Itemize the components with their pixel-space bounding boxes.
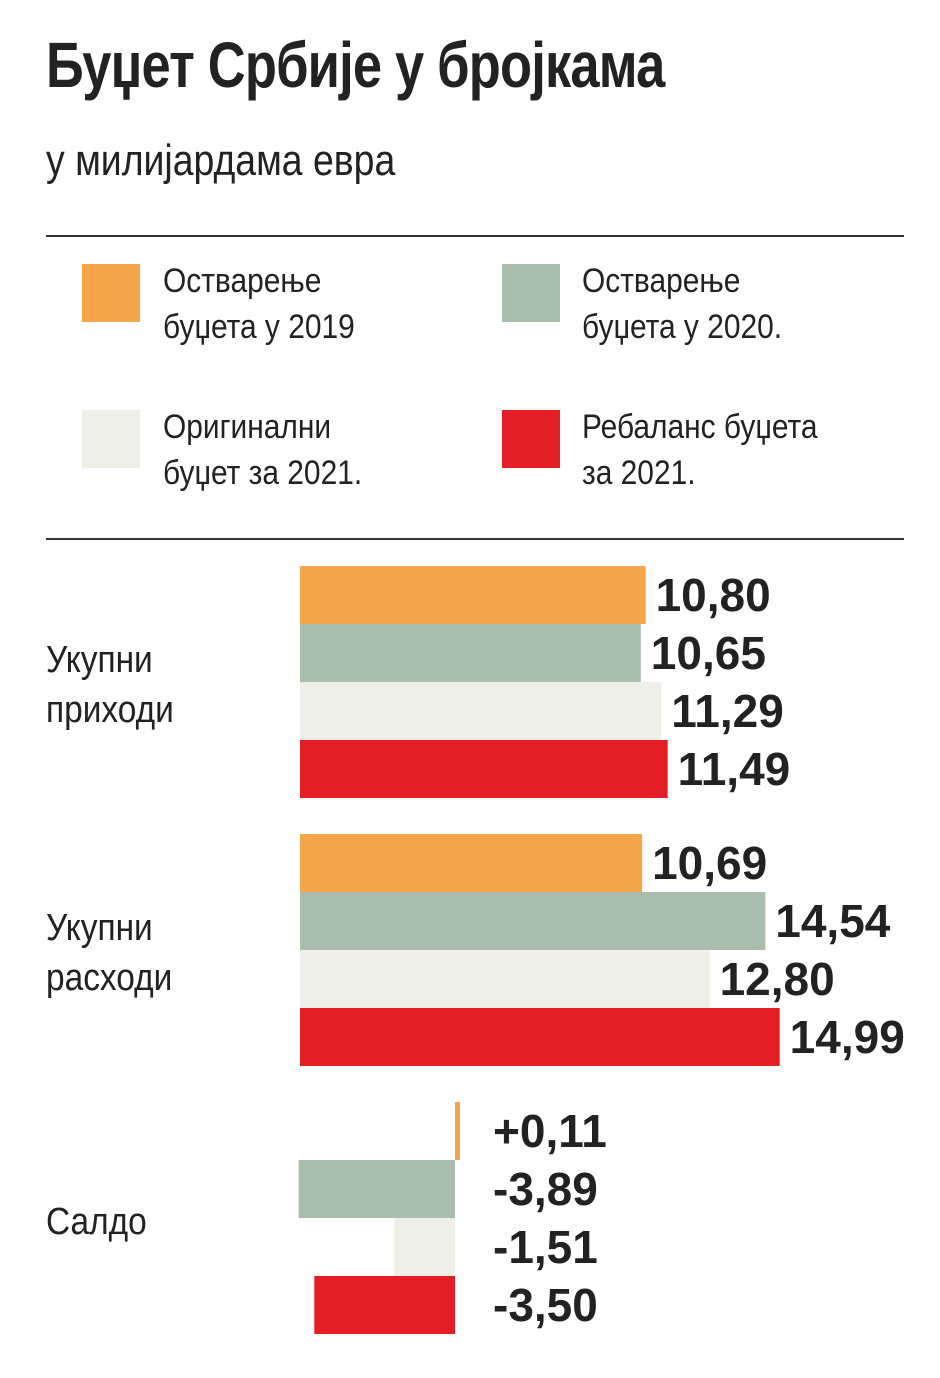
legend-label-line: Остварење xyxy=(163,262,322,300)
value-label-expenditure-2020: 14,54 xyxy=(775,895,891,947)
legend-label-line: буџета у 2019 xyxy=(163,308,355,346)
category-label-line: приходи xyxy=(46,689,174,731)
bar-revenue-rebalance-2021 xyxy=(300,740,668,798)
legend-label-2020: Остварење буџета у 2020. xyxy=(582,258,846,350)
category-label-line: Салдо xyxy=(46,1201,147,1243)
legend-label-line: буџет за 2021. xyxy=(163,454,363,492)
legend-label-line: буџета у 2020. xyxy=(582,308,783,346)
bar-expenditure-rebalance-2021 xyxy=(300,1008,780,1066)
bar-expenditure-original-2021 xyxy=(300,950,710,1008)
bar-balance-rebalance-2021 xyxy=(314,1276,455,1334)
legend-swatch-original-2021 xyxy=(82,410,140,468)
bar-balance-original-2021 xyxy=(394,1218,455,1276)
legend-swatch-2020 xyxy=(502,264,560,322)
legend-label-original-2021: Оригинални буџет за 2021. xyxy=(163,404,427,496)
legend-label-line: за 2021. xyxy=(582,454,696,492)
legend-label-line: Ребаланс буџета xyxy=(582,408,818,446)
bar-balance-2019 xyxy=(455,1102,460,1160)
value-label-revenue-original-2021: 11,29 xyxy=(671,685,784,737)
value-label-revenue-2020: 10,65 xyxy=(651,627,766,679)
value-label-balance-rebalance-2021: -3,50 xyxy=(493,1279,598,1331)
value-label-expenditure-2019: 10,69 xyxy=(652,837,767,889)
bar-revenue-original-2021 xyxy=(300,682,662,740)
middle-divider xyxy=(46,538,904,540)
bar-expenditure-2019 xyxy=(300,834,643,892)
legend-label-2019: Остварење буџета у 2019 xyxy=(163,258,427,350)
value-label-revenue-2019: 10,80 xyxy=(656,569,771,621)
chart-title: Буџет Србије у бројкама xyxy=(46,29,665,101)
value-label-balance-original-2021: -1,51 xyxy=(493,1221,598,1273)
top-divider xyxy=(46,235,904,237)
bar-balance-2020 xyxy=(298,1160,455,1218)
bar-revenue-2019 xyxy=(300,566,646,624)
value-label-expenditure-original-2021: 12,80 xyxy=(720,953,835,1005)
category-label-balance: Салдо xyxy=(46,1197,240,1247)
legend-label-line: Оригинални xyxy=(163,408,332,446)
bar-revenue-2020 xyxy=(300,624,641,682)
category-label-expenditure: Укупни расходи xyxy=(46,903,240,1003)
bar-expenditure-2020 xyxy=(300,892,766,950)
value-label-expenditure-rebalance-2021: 14,99 xyxy=(790,1011,905,1063)
value-label-balance-2020: -3,89 xyxy=(493,1163,598,1215)
category-label-line: расходи xyxy=(46,957,173,999)
legend-swatch-2019 xyxy=(82,264,140,322)
category-label-line: Укупни xyxy=(46,907,153,949)
legend-swatch-rebalance-2021 xyxy=(502,410,560,468)
category-label-line: Укупни xyxy=(46,639,153,681)
value-label-revenue-rebalance-2021: 11,49 xyxy=(678,743,791,795)
chart-subtitle: у милијардама евра xyxy=(46,136,396,185)
value-label-balance-2019: +0,11 xyxy=(493,1105,607,1157)
legend-label-rebalance-2021: Ребаланс буџета за 2021. xyxy=(582,404,846,496)
legend-label-line: Остварење xyxy=(582,262,741,300)
category-label-revenue: Укупни приходи xyxy=(46,635,240,735)
